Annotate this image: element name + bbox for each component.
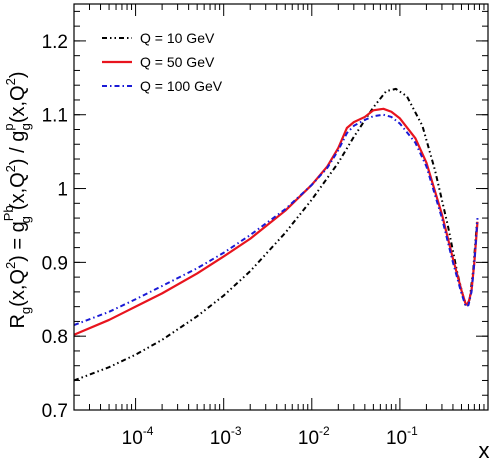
series-line (73, 87, 478, 382)
x-tick-label: 10-4 (122, 424, 154, 449)
y-tick-label: 0.7 (42, 401, 68, 422)
x-tick-label: 10-2 (298, 424, 330, 449)
y-tick-label: 1 (57, 180, 68, 201)
legend-label: Q = 100 GeV (140, 78, 223, 94)
y-tick-label: 1.1 (42, 106, 68, 127)
axes: 0.7 0.8 0.9 1 1.1 1.2 10-4 10-3 10-2 10-1 (42, 4, 489, 449)
x-axis-label: x (479, 438, 490, 463)
series-line (73, 113, 479, 327)
plot-frame (73, 3, 489, 411)
series-layer (73, 87, 479, 382)
y-tick-label: 1.2 (42, 32, 68, 53)
x-tick-label: 10-1 (386, 424, 418, 449)
y-tick-label: 0.8 (42, 327, 68, 348)
y-tick-label: 0.9 (42, 253, 68, 274)
legend-label: Q = 10 GeV (140, 30, 215, 46)
legend: Q = 10 GeV Q = 50 GeV Q = 100 GeV (102, 30, 223, 94)
x-tick-label: 10-3 (210, 424, 242, 449)
y-axis-label: Rg(x,Q2) = gPb g(x,Q2) / gp g(x,Q2) (1, 71, 33, 328)
legend-label: Q = 50 GeV (140, 54, 215, 70)
